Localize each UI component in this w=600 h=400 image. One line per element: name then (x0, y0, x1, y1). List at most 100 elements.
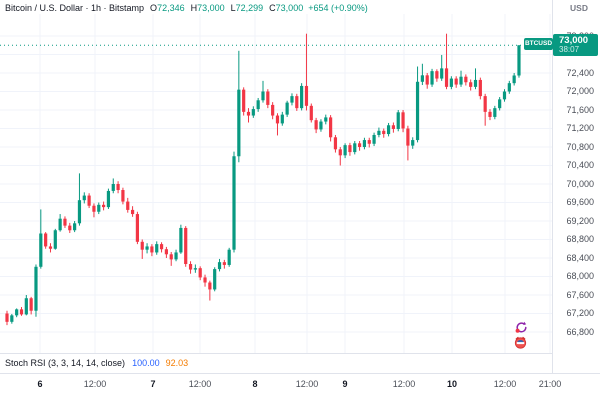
candle-body (488, 111, 492, 117)
candle-body (150, 246, 154, 253)
candle-body (193, 268, 197, 270)
candle-body (382, 130, 386, 135)
change-value: +654 (+0.90%) (308, 3, 368, 13)
event-alarm-clock-icon[interactable] (514, 336, 527, 349)
low-value: 72,299 (235, 3, 264, 13)
candle-body (135, 214, 140, 242)
candle-body (372, 134, 376, 144)
candle-body (290, 96, 294, 103)
price-axis-label: 70,800 (566, 141, 594, 152)
time-axis-separator (0, 373, 600, 374)
event-cycle-icon[interactable] (515, 321, 528, 334)
currency-label: USD (570, 3, 588, 13)
candle-body (237, 89, 241, 157)
candle-body (174, 252, 178, 260)
price-axis-label: 69,200 (566, 215, 594, 226)
candle-body (77, 200, 82, 224)
time-axis-label: 6 (37, 379, 43, 389)
candle-body (68, 225, 72, 231)
candle-body (430, 71, 434, 85)
candle-body (179, 227, 183, 253)
candle-body (198, 268, 202, 278)
candle-body (324, 117, 328, 122)
candle-body (82, 195, 86, 201)
price-axis-label: 67,600 (566, 289, 594, 300)
candle-body (454, 78, 458, 85)
candle-body (63, 218, 67, 226)
candle-body (87, 195, 91, 206)
candle-body (386, 125, 391, 135)
candle-body (512, 75, 516, 84)
candle-body (498, 99, 502, 109)
candle-body (478, 79, 482, 97)
current-price: 73,000 (559, 35, 589, 46)
candle-body (34, 266, 38, 311)
candle-body (222, 262, 226, 265)
price-axis-label: 68,000 (566, 271, 594, 281)
candle-body (145, 246, 149, 250)
high-label: H (190, 3, 198, 13)
price-axis-label: 67,200 (566, 308, 594, 318)
open-value: 72,346 (157, 3, 185, 13)
indicator-title[interactable]: Stoch RSI (3, 3, 14, 14, close) (5, 358, 126, 368)
time-axis-label: 7 (150, 379, 156, 389)
candle-body (329, 117, 333, 138)
candle-body (333, 137, 338, 150)
time-axis-label: 21:00 (538, 379, 562, 389)
candle-body (502, 91, 507, 100)
candle-body (140, 241, 144, 250)
candle-body (459, 76, 463, 85)
candle-body (102, 204, 106, 208)
candle-body (285, 102, 289, 115)
candle-body (116, 184, 120, 191)
time-axis-label: 12:00 (392, 379, 416, 389)
price-line-symbol-tag[interactable]: BTCUSD (524, 38, 553, 50)
current-price-badge[interactable]: 73,000 38:07 (553, 34, 598, 56)
candle-body (280, 114, 284, 124)
candle-body (164, 249, 168, 255)
candle-body (111, 184, 115, 191)
candle-body (39, 233, 43, 267)
candle-body (169, 254, 173, 260)
candle-body (348, 145, 352, 153)
price-axis-label: 66,800 (566, 326, 594, 337)
candle-body (391, 125, 395, 129)
price-axis-label: 70,000 (566, 178, 594, 189)
candle-body (309, 105, 313, 121)
candle-body (425, 75, 429, 85)
candle-body (401, 112, 405, 129)
price-axis-label: 71,600 (566, 104, 594, 115)
candle-body (343, 145, 347, 156)
chart-legend: Bitcoin / U.S. Dollar · 1h · Bitstamp O72… (5, 3, 368, 13)
candle-body (217, 262, 222, 270)
candle-body (5, 313, 9, 322)
candle-body (232, 156, 236, 250)
candle-body (507, 83, 511, 92)
symbol-title[interactable]: Bitcoin / U.S. Dollar · 1h · Bitstamp (5, 3, 145, 13)
price-axis-label: 71,200 (566, 123, 594, 133)
close-label: C (269, 3, 276, 13)
price-axis-label: 72,400 (566, 67, 594, 78)
time-axis[interactable]: 6 12:00 7 12:00 8 12:00 9 12:00 10 12:00 21:00 (0, 374, 600, 394)
candle-body (411, 140, 415, 146)
candle-body (483, 96, 487, 112)
candle-body (106, 190, 111, 208)
candle-body (251, 109, 255, 116)
close-value: 73,000 (275, 3, 304, 13)
candle-body (300, 85, 304, 109)
candle-body (58, 218, 62, 231)
candle-body (266, 91, 270, 105)
candle-body (73, 223, 77, 231)
price-axis-label: 69,600 (566, 197, 594, 207)
price-axis-label: 68,800 (566, 234, 594, 244)
candle-body (29, 298, 33, 311)
candle-body (24, 298, 28, 315)
candle-body (121, 190, 125, 202)
pane-separator[interactable] (0, 353, 600, 354)
candle-body (440, 68, 444, 79)
candle-body (208, 282, 212, 290)
candle-body (338, 149, 342, 156)
candle-body (367, 140, 371, 144)
